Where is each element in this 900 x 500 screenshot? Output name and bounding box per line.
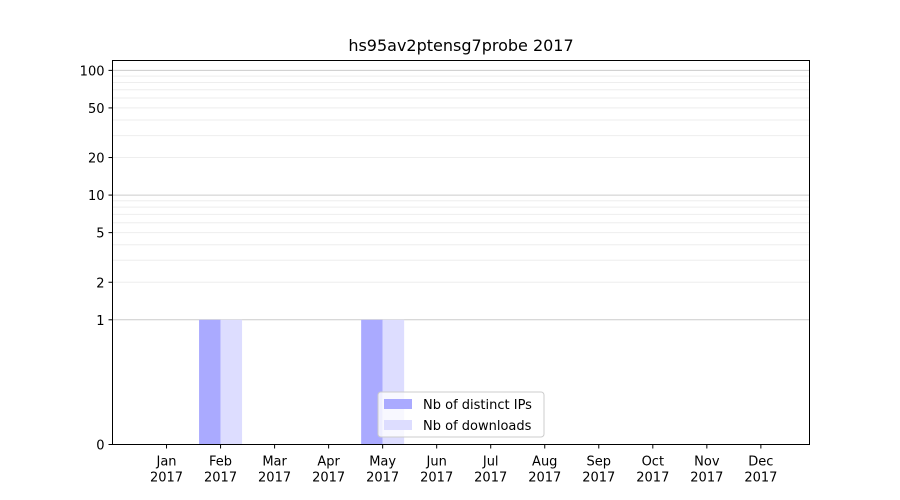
bars	[199, 319, 405, 445]
x-tick-label: Jul 2017	[474, 455, 507, 486]
y-tick-label: 5	[96, 227, 104, 242]
y-tick-label: 50	[88, 102, 105, 117]
chart-title: hs95av2ptensg7probe 2017	[348, 36, 573, 55]
x-tick-label: Mar 2017	[258, 455, 291, 486]
legend-swatch	[384, 420, 412, 430]
bar-downloads	[220, 319, 243, 445]
y-tick-label: 2	[96, 276, 104, 291]
legend-swatch	[384, 399, 412, 409]
bar-distinct-ips	[199, 319, 221, 445]
legend-label: Nb of downloads	[423, 419, 532, 434]
legend: Nb of distinct IPs Nb of downloads	[377, 391, 545, 438]
x-tick-label: Aug 2017	[528, 455, 561, 486]
x-tick-label: Jan 2017	[150, 455, 183, 486]
x-axis: Jan 2017 Feb 2017 Mar 2017 Apr 2017 May 2017 Jun 20…	[150, 444, 777, 486]
y-tick-label: 1	[96, 314, 104, 329]
y-tick-label: 100	[80, 64, 105, 79]
legend-box	[377, 391, 545, 438]
plot-frame	[112, 60, 810, 445]
y-tick-label: 0	[96, 439, 104, 454]
grid-lines	[112, 69, 810, 321]
x-tick-label: Feb 2017	[204, 455, 237, 486]
x-tick-label: Apr 2017	[312, 455, 345, 486]
x-tick-label: Sep 2017	[582, 455, 615, 486]
x-tick-label: Dec 2017	[744, 455, 777, 486]
y-tick-label: 20	[88, 152, 105, 167]
bar-distinct-ips	[361, 319, 383, 445]
x-tick-label: May 2017	[366, 455, 399, 486]
y-tick-label: 10	[88, 189, 105, 204]
legend-label: Nb of distinct IPs	[423, 398, 532, 413]
x-tick-label: Nov 2017	[690, 455, 723, 486]
x-tick-label: Oct 2017	[636, 455, 669, 486]
x-tick-label: Jun 2017	[420, 455, 453, 486]
y-axis: 0 1 2 5 10 20 50 100	[80, 64, 113, 454]
